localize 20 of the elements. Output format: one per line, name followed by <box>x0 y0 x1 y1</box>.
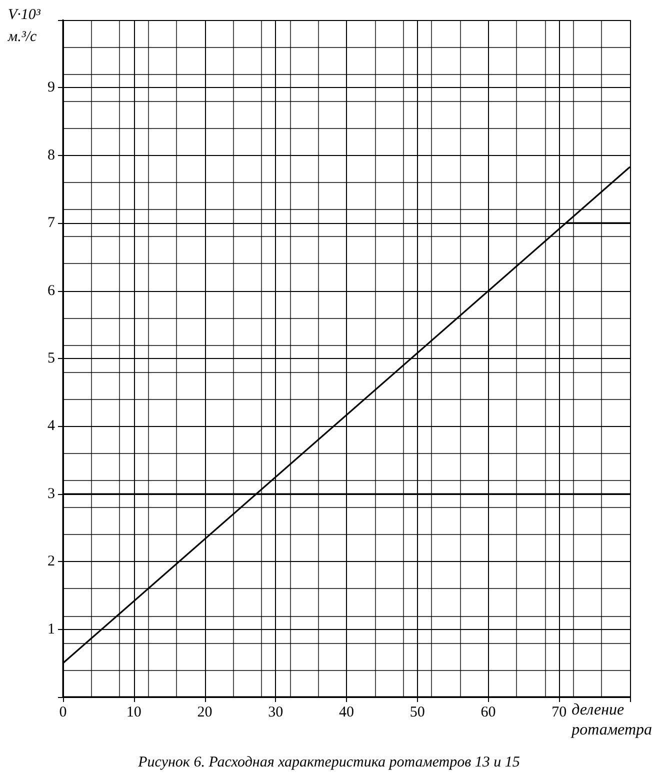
y-tick-label: 2 <box>48 554 55 570</box>
y-tick-label: 3 <box>48 486 55 502</box>
x-tick-label: 20 <box>197 704 212 720</box>
y-tick-label: 8 <box>48 147 55 164</box>
y-tick-label: 1 <box>48 621 55 638</box>
x-tick-label: 50 <box>410 704 425 720</box>
x-tick-label: 30 <box>268 704 284 720</box>
x-axis-title: деление ротаметра <box>570 702 652 738</box>
x-tick-label: 40 <box>339 704 354 720</box>
y-tick-label: 4 <box>48 418 56 434</box>
x-tick-label: 0 <box>59 704 67 720</box>
y-tick-label: 6 <box>48 282 56 299</box>
y-axis-title: V·10³ м.³/с <box>7 7 41 45</box>
text: Рисунок 6. Расходная характеристика ротаметров 13 и 15 <box>137 754 520 770</box>
x-tick-label: 10 <box>126 704 142 720</box>
y-tick-label: 5 <box>48 350 55 366</box>
y-tick-label: 9 <box>48 80 55 96</box>
y-tick-label: 7 <box>48 215 56 232</box>
x-tick-label: 60 <box>480 704 496 720</box>
x-tick-label: 70 <box>552 704 567 720</box>
